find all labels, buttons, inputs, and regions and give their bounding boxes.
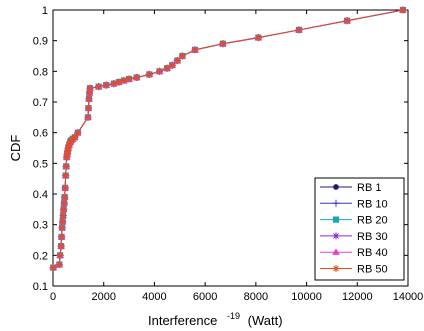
legend: RB 1 RB 10 RB 20 RB 30 RB 40 RB 50 — [314, 177, 405, 281]
data-point — [95, 83, 103, 91]
x-tick-label: 10000 — [291, 291, 322, 303]
data-point — [49, 264, 57, 272]
data-point — [333, 184, 339, 190]
axis-ticks: 0 2000 4000 6000 8000 10000 12000 14000 0.1 0.2 0.… — [33, 5, 424, 303]
data-point — [133, 73, 141, 81]
legend-label: RB 10 — [357, 198, 388, 210]
y-tick-label: 0.5 — [33, 158, 48, 170]
data-point — [332, 199, 340, 207]
data-point — [86, 89, 94, 97]
x-tick-label: 8000 — [244, 291, 268, 303]
data-point — [84, 113, 92, 121]
y-tick-label: 0.8 — [33, 66, 48, 78]
legend-box — [314, 177, 405, 281]
x-tick-label: 14000 — [393, 291, 424, 303]
x-tick-label: 0 — [50, 291, 56, 303]
legend-item: RB 1 — [320, 182, 381, 194]
legend-item: RB 50 — [320, 264, 388, 276]
data-point — [56, 251, 64, 259]
data-point — [57, 242, 65, 250]
y-tick-label: 0.9 — [33, 36, 48, 48]
data-point — [62, 172, 70, 180]
data-point — [332, 232, 340, 240]
y-tick-label: 0.2 — [33, 250, 48, 262]
data-point — [63, 153, 71, 161]
y-tick-label: 0.3 — [33, 220, 48, 232]
data-point — [156, 67, 163, 75]
data-point — [55, 261, 63, 269]
series-markers-5 — [49, 6, 407, 272]
x-tick-label: 4000 — [142, 291, 166, 303]
data-point — [58, 233, 66, 241]
y-tick-label: 0.4 — [33, 189, 48, 201]
data-point — [74, 129, 82, 137]
y-tick-label: 0.1 — [33, 281, 48, 293]
data-point — [65, 141, 73, 149]
data-point — [399, 6, 407, 14]
legend-item: RB 40 — [320, 247, 388, 259]
legend-item: RB 30 — [320, 231, 388, 243]
data-point — [59, 218, 67, 226]
data-point — [62, 162, 70, 170]
data-point — [64, 144, 72, 152]
data-point — [110, 80, 118, 88]
legend-label: RB 20 — [357, 215, 388, 227]
series-markers — [49, 5, 407, 272]
x-tick-label: 12000 — [342, 291, 373, 303]
y-tick-label: 0.6 — [33, 128, 48, 140]
legend-label: RB 1 — [357, 182, 381, 194]
x-axis-label: Interference -19 (Watt) — [148, 307, 283, 328]
data-point — [332, 265, 340, 272]
legend-label: RB 30 — [357, 231, 388, 243]
x-tick-label: 2000 — [91, 291, 115, 303]
legend-label: RB 50 — [357, 264, 388, 276]
x-tick-label: 6000 — [193, 291, 217, 303]
legend-label: RB 40 — [357, 247, 388, 259]
data-point — [115, 78, 123, 86]
x-axis-label-exponent: -19 — [227, 311, 240, 321]
y-tick-label: 0.7 — [33, 97, 48, 109]
data-point — [63, 150, 71, 158]
data-point — [59, 211, 67, 219]
data-point — [71, 133, 79, 141]
data-point — [178, 52, 186, 60]
data-point — [332, 248, 340, 255]
data-point — [86, 84, 94, 92]
data-point — [60, 205, 68, 213]
data-point — [85, 104, 92, 112]
data-point — [58, 224, 66, 232]
legend-item: RB 20 — [320, 215, 388, 227]
y-axis-label: CDF — [8, 135, 23, 162]
data-point — [125, 75, 133, 83]
x-axis-label-unit: (Watt) — [248, 313, 283, 328]
data-point — [191, 46, 199, 54]
x-axis-label-main: Interference — [148, 313, 217, 328]
data-point — [173, 57, 181, 65]
data-point — [85, 95, 93, 103]
data-point — [219, 40, 227, 48]
data-point — [163, 64, 171, 72]
data-point — [332, 216, 340, 223]
y-tick-label: 1 — [42, 5, 48, 17]
data-point — [295, 26, 303, 34]
data-point — [102, 81, 110, 89]
data-point — [145, 70, 153, 78]
data-point — [60, 199, 68, 207]
data-point — [254, 34, 262, 42]
data-point — [61, 193, 69, 201]
data-point — [168, 61, 176, 69]
legend-item: RB 10 — [320, 198, 388, 210]
data-point — [64, 147, 72, 155]
data-point — [61, 184, 69, 192]
data-point — [120, 77, 128, 85]
data-point — [343, 17, 351, 25]
